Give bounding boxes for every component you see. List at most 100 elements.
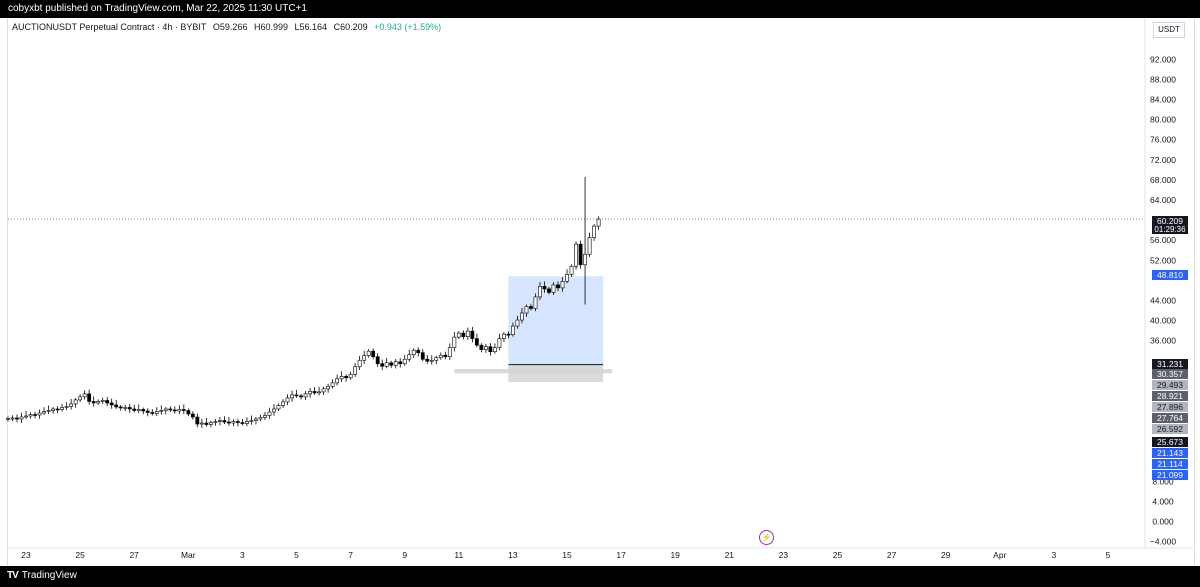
- candle-body[interactable]: [290, 394, 294, 399]
- candle-body[interactable]: [533, 296, 538, 309]
- candle-body[interactable]: [425, 358, 430, 362]
- candle-body[interactable]: [51, 408, 55, 411]
- candle-body[interactable]: [596, 218, 601, 227]
- candle-body[interactable]: [141, 409, 146, 412]
- candle-body[interactable]: [456, 332, 461, 338]
- candle-body[interactable]: [465, 330, 470, 337]
- candle-body[interactable]: [73, 399, 78, 405]
- candle-body[interactable]: [195, 416, 200, 425]
- candle-body[interactable]: [177, 409, 182, 412]
- candle-body[interactable]: [136, 409, 141, 411]
- candle-body[interactable]: [19, 416, 24, 420]
- candle-body[interactable]: [258, 417, 263, 420]
- candle-body[interactable]: [321, 388, 326, 393]
- candle-body[interactable]: [186, 410, 191, 415]
- candle-body[interactable]: [344, 376, 349, 379]
- candle-body[interactable]: [551, 284, 556, 293]
- candle-body[interactable]: [506, 333, 511, 336]
- candle-body[interactable]: [105, 400, 110, 404]
- candle-body[interactable]: [560, 281, 565, 289]
- candle-body[interactable]: [574, 243, 578, 267]
- candle-body[interactable]: [371, 350, 376, 358]
- candle-body[interactable]: [411, 349, 416, 356]
- candle-body[interactable]: [538, 286, 542, 298]
- candle-body[interactable]: [542, 286, 547, 290]
- candle-body[interactable]: [199, 422, 204, 425]
- candle-body[interactable]: [565, 274, 569, 282]
- candle-body[interactable]: [317, 391, 321, 394]
- candle-body[interactable]: [303, 393, 308, 398]
- candle-body[interactable]: [447, 347, 452, 358]
- candle-body[interactable]: [87, 393, 92, 402]
- candle-body[interactable]: [267, 411, 272, 416]
- candle-body[interactable]: [452, 336, 457, 348]
- candle-body[interactable]: [587, 237, 592, 255]
- candle-body[interactable]: [294, 394, 299, 397]
- lightning-icon[interactable]: ⚡: [759, 530, 774, 545]
- candle-body[interactable]: [190, 413, 195, 418]
- candle-body[interactable]: [326, 386, 330, 390]
- candle-body[interactable]: [181, 409, 186, 411]
- candle-body[interactable]: [312, 391, 317, 394]
- candle-body[interactable]: [114, 404, 119, 408]
- candle-body[interactable]: [483, 346, 488, 350]
- candle-body[interactable]: [163, 408, 168, 411]
- candle-body[interactable]: [37, 412, 42, 416]
- candle-body[interactable]: [592, 225, 596, 238]
- candle-body[interactable]: [204, 422, 209, 425]
- candle-body[interactable]: [389, 362, 394, 366]
- candle-body[interactable]: [492, 347, 497, 352]
- candle-body[interactable]: [384, 362, 389, 367]
- candle-body[interactable]: [520, 312, 524, 321]
- candle-body[interactable]: [172, 409, 177, 412]
- candle-body[interactable]: [159, 410, 164, 412]
- candle-body[interactable]: [515, 319, 520, 327]
- candle-body[interactable]: [434, 357, 439, 361]
- candle-body[interactable]: [348, 374, 353, 379]
- candle-body[interactable]: [474, 338, 479, 346]
- candle-body[interactable]: [150, 412, 155, 414]
- candle-body[interactable]: [240, 422, 245, 424]
- candle-body[interactable]: [511, 325, 515, 335]
- candle-body[interactable]: [380, 363, 385, 367]
- candle-body[interactable]: [443, 354, 448, 358]
- candle-body[interactable]: [123, 407, 128, 409]
- candle-body[interactable]: [429, 359, 434, 362]
- candle-body[interactable]: [366, 350, 371, 357]
- candle-body[interactable]: [263, 415, 267, 418]
- candle-body[interactable]: [375, 356, 380, 365]
- candle-body[interactable]: [46, 410, 51, 412]
- candle-body[interactable]: [249, 420, 254, 422]
- candle-body[interactable]: [227, 421, 231, 424]
- candle-body[interactable]: [407, 354, 412, 360]
- candle-body[interactable]: [55, 408, 60, 411]
- candle-body[interactable]: [276, 405, 281, 410]
- candle-body[interactable]: [353, 366, 358, 375]
- candle-body[interactable]: [33, 414, 37, 416]
- candle-body[interactable]: [547, 288, 551, 293]
- candle-body[interactable]: [438, 354, 443, 359]
- zone-box-0[interactable]: [508, 276, 604, 365]
- candle-body[interactable]: [222, 420, 227, 423]
- candle-body[interactable]: [82, 393, 87, 398]
- candle-body[interactable]: [420, 352, 425, 360]
- candle-body[interactable]: [502, 333, 506, 339]
- candle-body[interactable]: [118, 406, 123, 409]
- candle-body[interactable]: [398, 361, 403, 365]
- candle-body[interactable]: [100, 400, 105, 402]
- candle-body[interactable]: [339, 376, 344, 380]
- candle-body[interactable]: [6, 418, 10, 420]
- candle-body[interactable]: [362, 355, 367, 361]
- candle-body[interactable]: [281, 401, 285, 406]
- candle-body[interactable]: [78, 396, 83, 401]
- candle-body[interactable]: [254, 418, 258, 421]
- candle-body[interactable]: [217, 420, 222, 422]
- candle-body[interactable]: [470, 330, 475, 339]
- candle-body[interactable]: [145, 410, 150, 413]
- candle-body[interactable]: [231, 421, 236, 424]
- candle-body[interactable]: [569, 265, 574, 275]
- candle-body[interactable]: [64, 406, 69, 408]
- candle-body[interactable]: [578, 243, 583, 266]
- candle-body[interactable]: [42, 411, 46, 414]
